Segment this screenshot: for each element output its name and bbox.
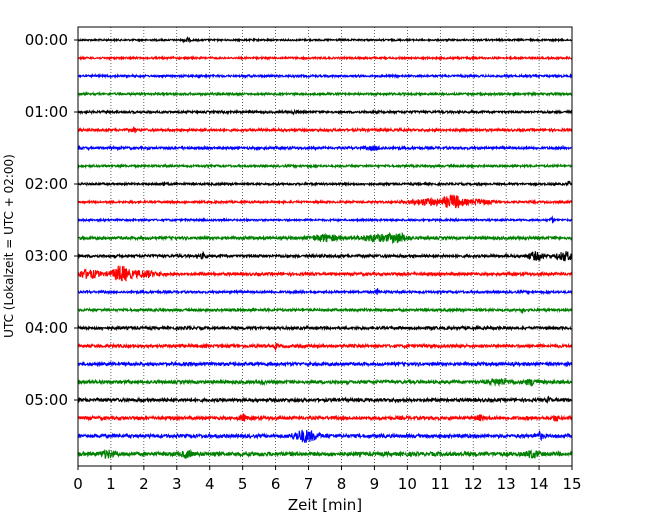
x-tick-label: 8 xyxy=(337,475,347,493)
trace-line xyxy=(77,72,573,80)
x-tick-label: 3 xyxy=(172,475,182,493)
trace-line xyxy=(77,215,573,224)
trace-line xyxy=(77,324,573,332)
x-tick-label: 11 xyxy=(431,475,450,493)
trace-line xyxy=(77,90,573,98)
trace-line xyxy=(77,413,573,423)
trace-line xyxy=(77,288,573,296)
trace-line xyxy=(77,231,573,245)
trace-line xyxy=(77,250,573,262)
x-axis-label: Zeit [min] xyxy=(288,496,362,514)
y-tick-label: 05:00 xyxy=(25,391,68,409)
trace-line xyxy=(77,342,573,352)
x-tick-label: 14 xyxy=(530,475,549,493)
trace-line xyxy=(77,360,573,368)
x-gridlines xyxy=(110,27,540,466)
trace-line xyxy=(77,108,573,116)
x-tick-label: 12 xyxy=(464,475,483,493)
trace-line xyxy=(77,395,573,405)
y-tick-label: 01:00 xyxy=(25,103,68,121)
y-tick-label: 00:00 xyxy=(25,31,68,49)
x-axis-ticks: 0 1 2 3 4 5 6 7 8 9 10 11 12 13 14 15 xyxy=(73,466,582,493)
x-tick-label: 0 xyxy=(73,475,83,493)
trace-line xyxy=(77,162,573,170)
x-tick-label: 5 xyxy=(238,475,248,493)
plot-frame xyxy=(77,26,573,467)
trace-line xyxy=(77,54,573,62)
x-tick-label: 7 xyxy=(304,475,314,493)
x-tick-label: 15 xyxy=(562,475,581,493)
trace-line xyxy=(77,265,573,282)
x-tick-label: 13 xyxy=(497,475,516,493)
y-tick-label: 03:00 xyxy=(25,247,68,265)
x-tick-label: 4 xyxy=(205,475,215,493)
trace-line xyxy=(77,306,573,314)
y-tick-label: 02:00 xyxy=(25,175,68,193)
x-tick-label: 1 xyxy=(106,475,116,493)
x-tick-label: 2 xyxy=(139,475,149,493)
trace-line xyxy=(77,126,573,134)
y-tick-label: 04:00 xyxy=(25,319,68,337)
trace-line xyxy=(77,36,573,44)
x-tick-label: 9 xyxy=(370,475,380,493)
y-axis-label: UTC (Lokalzeit = UTC + 02:00) xyxy=(2,154,16,338)
trace-line xyxy=(77,429,573,443)
trace-line xyxy=(77,377,573,387)
x-tick-label: 6 xyxy=(271,475,281,493)
trace-line xyxy=(77,180,573,188)
y-axis-ticks: 00:00 01:00 02:00 03:00 04:00 05:00 xyxy=(25,31,78,409)
seismic-traces xyxy=(77,36,573,459)
trace-line xyxy=(77,448,573,459)
x-tick-label: 10 xyxy=(398,475,417,493)
trace-line xyxy=(77,194,573,209)
trace-line xyxy=(77,144,573,152)
